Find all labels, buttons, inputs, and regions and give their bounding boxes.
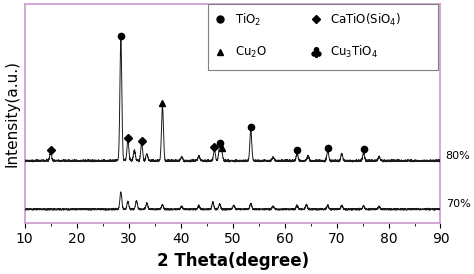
Text: 80%: 80% [446, 152, 470, 161]
Text: Cu$_2$O: Cu$_2$O [235, 45, 267, 60]
X-axis label: 2 Theta(degree): 2 Theta(degree) [156, 252, 309, 270]
Y-axis label: Intensity(a.u.): Intensity(a.u.) [4, 60, 19, 167]
Text: CaTiO(SiO$_4$): CaTiO(SiO$_4$) [330, 12, 401, 27]
Text: 70%: 70% [446, 199, 470, 209]
Text: TiO$_2$: TiO$_2$ [235, 12, 261, 27]
Bar [208, 4, 438, 70]
Text: Cu$_3$TiO$_4$: Cu$_3$TiO$_4$ [330, 44, 378, 60]
